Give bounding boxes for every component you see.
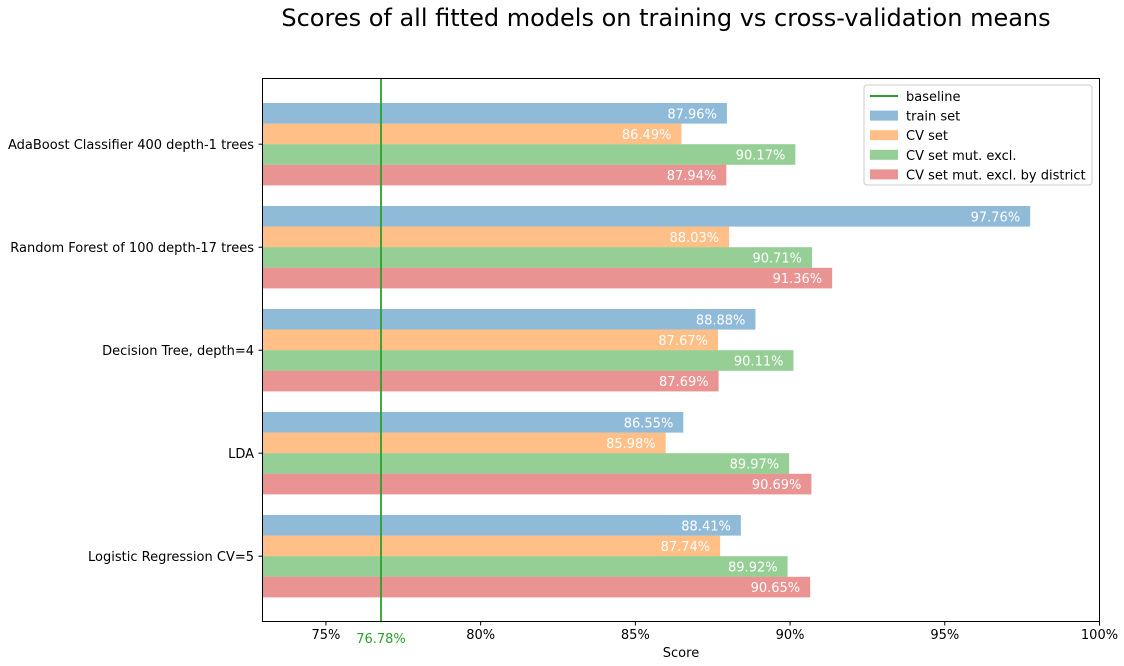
bar-2-1 xyxy=(262,206,1031,227)
x-tick-label: 90% xyxy=(776,628,805,643)
bar-value-label: 87.74% xyxy=(661,540,711,555)
bar-value-label: 86.55% xyxy=(624,416,674,431)
bar-4-1 xyxy=(262,412,684,433)
bar-value-label: 85.98% xyxy=(606,437,656,452)
bar-2-4 xyxy=(262,267,833,289)
legend-label: train set xyxy=(906,110,960,125)
legend-swatch xyxy=(870,169,898,180)
legend-label: CV set xyxy=(906,129,948,144)
legend: baseline train set CV set CV set mut. excl.… xyxy=(863,84,1093,186)
bar-value-label: 90.69% xyxy=(752,478,802,493)
baseline-layer: 76.78% xyxy=(356,78,406,647)
y-tick-label: AdaBoost Classifier 400 depth-1 trees xyxy=(8,138,254,153)
x-axis-label: Score xyxy=(663,646,699,661)
y-tick-label: Random Forest of 100 depth-17 trees xyxy=(10,241,254,256)
bar-4-3 xyxy=(262,453,790,474)
legend-swatch xyxy=(870,149,898,160)
bar-3-3 xyxy=(262,350,794,371)
y-tick-label: Decision Tree, depth=4 xyxy=(102,344,254,359)
legend-label: baseline xyxy=(906,90,960,105)
x-tick-label: 85% xyxy=(621,628,650,643)
bar-value-label: 87.69% xyxy=(659,375,709,390)
bar-2-2 xyxy=(262,226,730,248)
y-tick-label: Logistic Regression CV=5 xyxy=(88,550,254,565)
bar-1-1 xyxy=(262,103,727,124)
x-tick-label: 95% xyxy=(930,628,959,643)
x-axis: 75% 80% 85% 90% 95% 100% xyxy=(311,621,1118,643)
bar-value-label: 87.96% xyxy=(667,107,717,122)
bar-value-label: 88.41% xyxy=(681,519,731,534)
x-tick-label: 80% xyxy=(466,628,495,643)
bar-value-label: 91.36% xyxy=(773,272,823,287)
legend-box xyxy=(863,84,1093,186)
legend-label: CV set mut. excl. by district xyxy=(906,168,1086,183)
x-tick-label: 100% xyxy=(1081,628,1118,643)
bar-5-3 xyxy=(262,556,788,577)
bar-5-1 xyxy=(262,515,741,536)
bars-layer: 87.96% 86.49% 90.17% 87.94% 97.76% 88.03% 90.7… xyxy=(262,103,1031,598)
bar-value-label: 89.92% xyxy=(728,561,778,576)
bar-value-label: 90.65% xyxy=(751,581,801,596)
legend-swatch xyxy=(870,110,898,121)
bar-1-2 xyxy=(262,123,682,145)
y-tick-label: LDA xyxy=(228,447,254,462)
bar-value-label: 88.03% xyxy=(670,231,720,246)
bar-5-2 xyxy=(262,535,721,557)
bar-5-4 xyxy=(262,576,811,598)
bar-3-4 xyxy=(262,370,719,392)
y-axis: AdaBoost Classifier 400 depth-1 trees Ran… xyxy=(8,138,263,565)
bar-value-label: 89.97% xyxy=(730,458,780,473)
bar-value-label: 97.76% xyxy=(971,210,1021,225)
legend-label: CV set mut. excl. xyxy=(906,149,1017,164)
bar-4-2 xyxy=(262,432,666,454)
bar-value-label: 90.71% xyxy=(752,252,802,267)
bar-value-label: 87.94% xyxy=(667,169,717,184)
bar-4-4 xyxy=(262,473,812,495)
x-tick-label: 75% xyxy=(311,628,340,643)
bar-1-4 xyxy=(262,164,727,186)
bar-value-label: 90.11% xyxy=(734,355,784,370)
legend-swatch xyxy=(870,130,898,141)
bar-value-label: 88.88% xyxy=(696,313,746,328)
bar-3-1 xyxy=(262,309,756,330)
bar-2-3 xyxy=(262,247,813,268)
bar-value-label: 86.49% xyxy=(622,128,672,143)
bar-1-3 xyxy=(262,144,796,165)
bar-value-label: 90.17% xyxy=(736,149,786,164)
chart-title: Scores of all fitted models on training … xyxy=(281,4,1050,32)
bar-value-label: 87.67% xyxy=(658,334,708,349)
baseline-value-label: 76.78% xyxy=(356,632,406,647)
bar-3-2 xyxy=(262,329,718,351)
